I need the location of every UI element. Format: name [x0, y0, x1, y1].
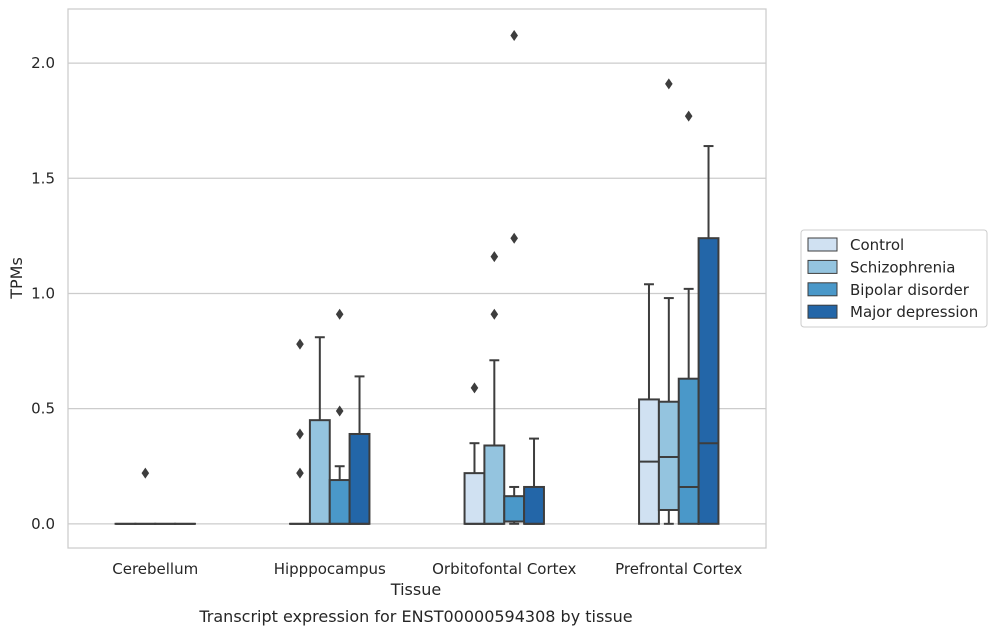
- box-control: [289, 338, 311, 525]
- box-body: [503, 495, 526, 523]
- boxes: [114, 29, 720, 525]
- box-major-depression: [697, 145, 720, 525]
- outlier-point: [510, 29, 518, 41]
- box-body: [657, 400, 680, 511]
- box-major-depression: [523, 437, 545, 525]
- legend-item: Bipolar disorder: [807, 281, 970, 299]
- box-bipolar-disorder: [503, 29, 526, 525]
- y-tick-label: 2.0: [31, 54, 55, 72]
- x-tick-label: Hipppocampus: [274, 560, 386, 578]
- y-axis-title: TPMs: [7, 257, 26, 300]
- chart-caption: Transcript expression for ENST0000059430…: [198, 607, 632, 626]
- outlier-point: [335, 405, 344, 417]
- box-control: [463, 382, 486, 525]
- legend-label: Control: [850, 236, 904, 254]
- legend: Control Schizophrenia Bipolar disorder Majo…: [800, 229, 988, 328]
- y-tick-label: 1.0: [31, 284, 55, 302]
- legend-label: Major depression: [850, 303, 978, 321]
- box-body: [328, 479, 351, 525]
- legend-frame: [800, 229, 988, 328]
- outlier-point: [470, 382, 479, 394]
- y-tick-label: 0.0: [31, 515, 55, 533]
- outlier-point: [665, 78, 673, 90]
- outlier-point: [296, 338, 304, 350]
- legend-item: Major depression: [807, 303, 978, 321]
- outlier-point: [296, 467, 304, 479]
- box-bipolar-disorder: [677, 110, 700, 525]
- legend-label: Schizophrenia: [850, 258, 955, 276]
- y-axis-ticks: 0.0 0.5 1.0 1.5 2.0: [31, 54, 55, 533]
- outlier-point: [296, 428, 304, 440]
- box-body: [348, 432, 371, 525]
- box-control: [638, 283, 660, 525]
- legend-item: Schizophrenia: [807, 258, 955, 276]
- x-axis-title: Tissue: [390, 580, 441, 599]
- x-axis-ticks: Cerebellum Hipppocampus Orbitofontal Corte…: [112, 560, 742, 578]
- outlier-point: [490, 308, 499, 320]
- box-major-depression: [348, 375, 371, 525]
- box-body: [523, 485, 545, 525]
- outlier-point: [490, 251, 499, 263]
- box-schizophrenia: [308, 336, 331, 525]
- legend-item: Control: [807, 236, 904, 254]
- box-schizophrenia: [657, 78, 680, 525]
- box-body: [483, 444, 506, 525]
- box-schizophrenia: [483, 251, 506, 525]
- box-body: [697, 237, 720, 525]
- legend-swatch: [807, 282, 838, 297]
- outlier-point: [510, 232, 518, 244]
- x-tick-label: Orbitofontal Cortex: [432, 560, 576, 578]
- box-bipolar-disorder: [328, 308, 351, 525]
- legend-label: Bipolar disorder: [850, 281, 970, 299]
- outlier-point: [141, 467, 150, 479]
- legend-swatch: [807, 304, 838, 319]
- box-body: [677, 377, 700, 525]
- box-body: [308, 419, 331, 525]
- y-tick-label: 0.5: [31, 400, 55, 418]
- legend-swatch: [807, 237, 838, 252]
- y-tick-label: 1.5: [31, 169, 55, 187]
- box-schizophrenia: [134, 467, 157, 525]
- plot-area-frame: [67, 8, 767, 549]
- outlier-point: [684, 110, 693, 122]
- x-tick-label: Cerebellum: [112, 560, 198, 578]
- x-tick-label: Prefrontal Cortex: [615, 560, 742, 578]
- box-body: [463, 472, 486, 525]
- legend-swatch: [807, 259, 838, 274]
- outlier-point: [335, 308, 344, 320]
